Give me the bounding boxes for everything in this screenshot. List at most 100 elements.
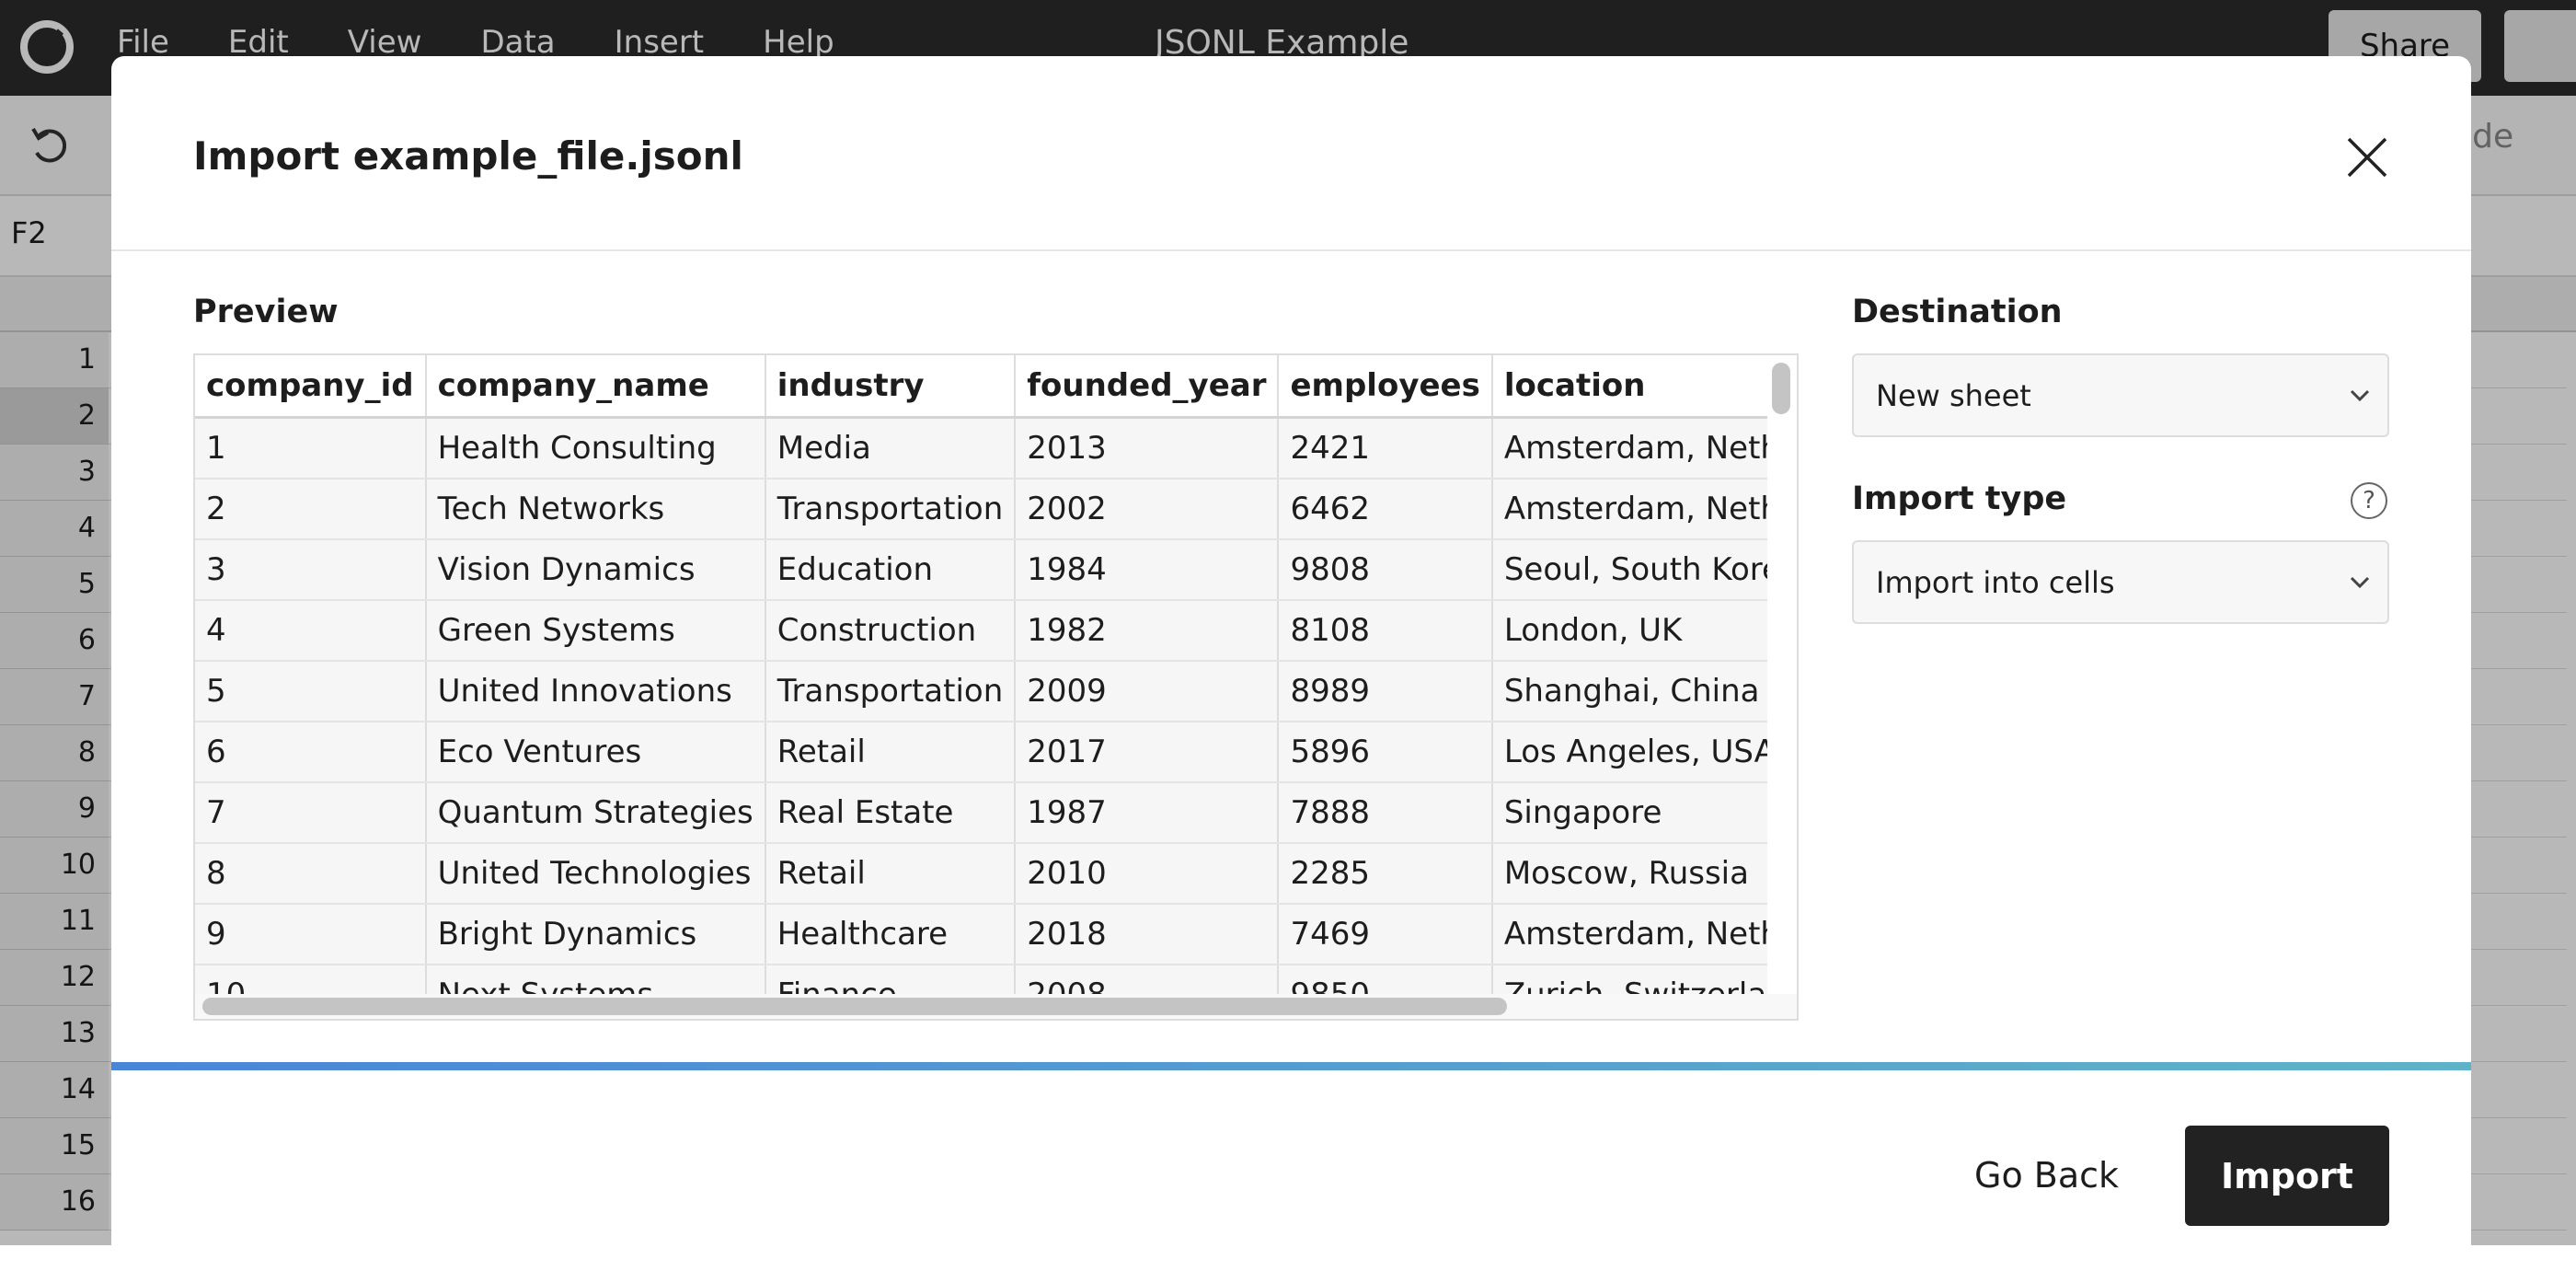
preview-label: Preview — [193, 294, 339, 330]
menu-item[interactable]: Data — [480, 24, 556, 61]
row-number: 16 — [0, 1174, 109, 1231]
destination-label: Destination — [1852, 294, 2063, 330]
row-number: 12 — [0, 950, 109, 1006]
vertical-scrollbar[interactable] — [1772, 363, 1790, 414]
table-cell: 2013 — [1015, 417, 1280, 480]
table-cell: 2009 — [1015, 661, 1280, 722]
table-cell: 1984 — [1015, 539, 1280, 601]
menu-item[interactable]: Insert — [614, 24, 705, 61]
table-cell: 8108 — [1278, 600, 1493, 662]
import-dialog: Import example_file.jsonl Preview compan… — [111, 56, 2471, 1271]
table-row: 2 Tech Networks Transportation 2002 6462 Amst… — [195, 479, 1767, 540]
chevron — [2350, 389, 2370, 402]
table-cell: Amsterdam, Netherlands — [1491, 417, 1767, 480]
preview-table: company_id company_name industry founded_ye… — [195, 355, 1767, 1019]
row-number: 15 — [0, 1118, 109, 1174]
destination-select[interactable]: New sheet — [1852, 353, 2389, 437]
table-cell: 2017 — [1015, 722, 1280, 783]
table-cell: Amsterdam, Netherlands — [1491, 904, 1767, 965]
table-row: 3 Vision Dynamics Education 1984 9808 Seoul, … — [195, 539, 1767, 601]
table-cell: Vision Dynamics — [425, 539, 766, 601]
import-type-select[interactable]: Import into cells — [1852, 540, 2389, 624]
undo-icon[interactable] — [28, 123, 72, 168]
table-cell: 7888 — [1278, 782, 1493, 844]
dialog-title: Import example_file.jsonl — [193, 133, 743, 179]
table-row: 7 Quantum Strategies Real Estate 1987 7888 Si… — [195, 782, 1767, 844]
import-button[interactable]: Import — [2185, 1126, 2389, 1226]
menu-item[interactable]: File — [117, 24, 169, 61]
table-cell: 8 — [195, 843, 427, 905]
menu-item[interactable]: Edit — [227, 24, 289, 61]
chevron — [2350, 576, 2370, 589]
table-cell: Media — [765, 417, 1017, 480]
table-cell: 2421 — [1278, 417, 1493, 480]
menu: File Edit View Data Insert Help — [117, 24, 834, 61]
help-icon[interactable]: ? — [2351, 482, 2387, 519]
table-cell: Education — [765, 539, 1017, 601]
column-header: location — [1491, 355, 1767, 419]
table-cell: Bright Dynamics — [425, 904, 766, 965]
table-row: 8 United Technologies Retail 2010 2285 Moscow… — [195, 843, 1767, 905]
preview-viewport: company_id company_name industry founded_ye… — [195, 355, 1767, 1019]
close-button[interactable] — [2347, 137, 2387, 178]
import-type-label: Import type — [1852, 480, 2067, 517]
table-cell: Real Estate — [765, 782, 1017, 844]
table-cell: 2 — [195, 479, 427, 540]
table-cell: 2018 — [1015, 904, 1280, 965]
column-header: employees — [1278, 355, 1493, 419]
table-cell: 7469 — [1278, 904, 1493, 965]
table-cell: 9808 — [1278, 539, 1493, 601]
logo — [20, 20, 74, 74]
table-cell: Transportation — [765, 661, 1017, 722]
column-header: company_name — [425, 355, 766, 419]
row-number: 14 — [0, 1062, 109, 1118]
table-cell: 8989 — [1278, 661, 1493, 722]
table-row: 5 United Innovations Transportation 2009 898… — [195, 661, 1767, 722]
table-cell: 9 — [195, 904, 427, 965]
table-cell: Health Consulting — [425, 417, 766, 480]
table-cell: Transportation — [765, 479, 1017, 540]
table-cell: Shanghai, China — [1491, 661, 1767, 722]
table-cell: 2285 — [1278, 843, 1493, 905]
row-number: 8 — [0, 725, 109, 781]
table-row: 1 Health Consulting Media 2013 2421 Amsterdam… — [195, 417, 1767, 480]
row-number: 6 — [0, 613, 109, 669]
divider — [111, 249, 2471, 251]
row-number: 13 — [0, 1006, 109, 1062]
table-row: 6 Eco Ventures Retail 2017 5896 Los Angeles, … — [195, 722, 1767, 783]
row-number: 1 — [0, 332, 109, 388]
go-back-button[interactable]: Go Back — [1974, 1155, 2120, 1196]
table-cell: 1 — [195, 417, 427, 480]
row-number: 3 — [0, 445, 109, 501]
column-header: founded_year — [1015, 355, 1280, 419]
table-cell: Seoul, South Korea — [1491, 539, 1767, 601]
row-number: 9 — [0, 781, 109, 838]
menu-item[interactable]: View — [347, 24, 422, 61]
document-title[interactable]: JSONL Example — [1155, 24, 1409, 62]
menu-item[interactable]: Help — [763, 24, 834, 61]
table-cell: 7 — [195, 782, 427, 844]
table-cell: Amsterdam, Netherlands — [1491, 479, 1767, 540]
table-cell: United Technologies — [425, 843, 766, 905]
table-cell: Singapore — [1491, 782, 1767, 844]
row-number: 4 — [0, 501, 109, 557]
table-cell: Los Angeles, USA — [1491, 722, 1767, 783]
select-value: Import into cells — [1876, 564, 2115, 600]
table-cell: Retail — [765, 722, 1017, 783]
header-row: company_id company_name industry founded_ye… — [195, 355, 1767, 419]
table-cell: 6462 — [1278, 479, 1493, 540]
table-cell: Tech Networks — [425, 479, 766, 540]
table-cell: Quantum Strategies — [425, 782, 766, 844]
table-cell: 3 — [195, 539, 427, 601]
table-cell: Retail — [765, 843, 1017, 905]
profile-button[interactable] — [2504, 10, 2576, 82]
page: File Edit View Data Insert Help JSONL Example… — [0, 0, 2576, 1245]
table-cell: Eco Ventures — [425, 722, 766, 783]
table-cell: 5 — [195, 661, 427, 722]
preview-table-box: company_id company_name industry founded_ye… — [193, 353, 1799, 1021]
horizontal-scrollbar[interactable] — [202, 998, 1507, 1015]
column-header: company_id — [195, 355, 427, 419]
row-number: 7 — [0, 669, 109, 725]
table-cell: London, UK — [1491, 600, 1767, 662]
table-cell: 2002 — [1015, 479, 1280, 540]
